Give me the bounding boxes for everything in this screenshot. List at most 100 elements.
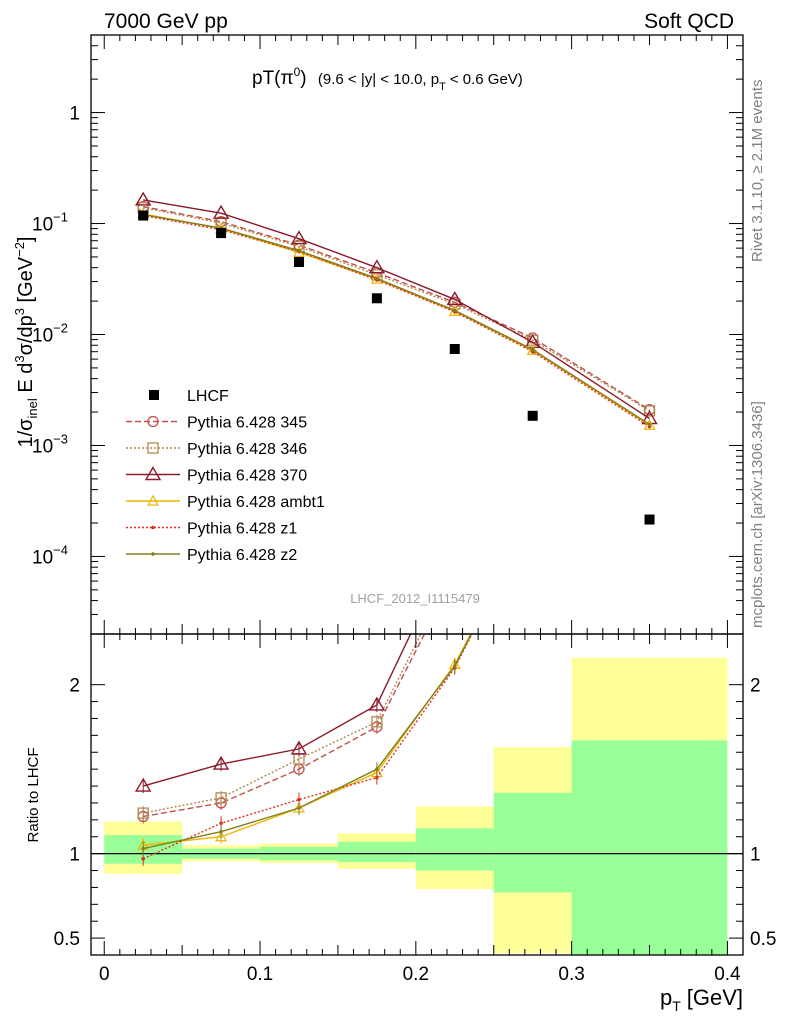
lhcf-point-2 xyxy=(293,257,304,268)
rivet-label: Rivet 3.1.10, ≥ 2.1M events xyxy=(749,80,766,263)
ratio-point-1-3 xyxy=(371,716,383,728)
series-1-point-6 xyxy=(643,405,656,417)
legend-marker-5 xyxy=(151,552,155,556)
lhcf-point-6 xyxy=(644,514,655,525)
legend-label-0: Pythia 6.428 345 xyxy=(187,415,307,432)
x-ticks: 0 0.1 0.2 0.3 0.4 xyxy=(99,634,741,985)
green-band-6 xyxy=(571,740,728,955)
legend-entry-lhcf: LHCF xyxy=(149,388,229,405)
series-2-point-4 xyxy=(446,291,463,306)
lhcf-point-0 xyxy=(138,210,149,221)
green-band-5 xyxy=(493,792,572,893)
ratio-line-5 xyxy=(143,634,473,850)
ratio-y-label-right-0: 0.5 xyxy=(750,929,776,950)
legend-marker-2 xyxy=(144,466,162,481)
ratio-point-5-0 xyxy=(141,846,145,851)
header-left: 7000 GeV pp xyxy=(104,10,228,33)
series-3-point-6 xyxy=(643,419,656,430)
series-5-point-5 xyxy=(530,347,535,352)
main-y-ticks: 1 10−1 10−2 10−3 10−4 xyxy=(32,34,743,635)
green-band-3 xyxy=(337,841,416,863)
series-3-point-5 xyxy=(526,344,539,355)
header-right: Soft QCD xyxy=(644,10,734,33)
main-ylabel: 1/σinel E d3σ/dp3 [GeV−2] xyxy=(12,236,40,447)
legend-label-2: Pythia 6.428 370 xyxy=(187,468,307,485)
series-5-point-4 xyxy=(452,308,457,313)
legend-marker-4 xyxy=(151,525,155,530)
title-tail: < 0.6 GeV) xyxy=(450,71,523,88)
legend-entry-4: Pythia 6.428 z1 xyxy=(126,521,297,538)
legend-entry-2: Pythia 6.428 370 xyxy=(126,466,307,485)
xlabel-main: p xyxy=(660,985,672,1010)
y-tick-label-3: 10−3 xyxy=(32,431,68,457)
series-1 xyxy=(137,202,656,417)
main-frame xyxy=(90,34,744,635)
ratio-bands xyxy=(104,657,728,955)
ratio-line-0 xyxy=(143,634,426,818)
ratio-y-ticks: 0.5 0.5 1 1 2 2 xyxy=(54,676,777,950)
legend-label-5: Pythia 6.428 z2 xyxy=(187,547,297,564)
ratio-line-1 xyxy=(143,634,422,814)
x-tick-label-3: 0.3 xyxy=(558,964,584,985)
legend-marker-1 xyxy=(147,442,159,454)
ratio-series xyxy=(134,634,473,866)
y-tick-label-0: 1 xyxy=(69,104,80,125)
ratio-point-4-2 xyxy=(297,797,301,802)
legend-entry-5: Pythia 6.428 z2 xyxy=(126,547,297,564)
ratio-point-4-0 xyxy=(141,856,145,861)
plot-title: pT(π0) (9.6 < |y| < 10.0, pT < 0.6 GeV) xyxy=(252,65,523,93)
ratio-point-4-3 xyxy=(375,775,379,780)
ratio-point-3-1 xyxy=(215,830,228,842)
x-tick-label-2: 0.2 xyxy=(403,964,429,985)
mcplots-label: mcplots.cern.ch [arXiv:1306.3436] xyxy=(749,401,766,628)
ratio-point-2-0 xyxy=(134,777,152,792)
x-axis-label: pT [GeV] xyxy=(660,985,743,1014)
y-tick-label-2: 10−2 xyxy=(32,321,68,347)
ratio-plot: 0 0.1 0.2 0.3 0.4 0.5 0.5 1 1 2 2 xyxy=(54,633,777,985)
ratio-point-1-1 xyxy=(215,792,227,804)
ratio-y-label-2: 2 xyxy=(69,676,80,697)
lhcf-point-4 xyxy=(449,344,460,355)
watermark: LHCF_2012_I1115479 xyxy=(350,591,480,606)
series-2-point-0 xyxy=(134,191,152,206)
xlabel-sub: T xyxy=(672,998,681,1014)
xlabel-unit: [GeV] xyxy=(687,985,743,1010)
series-2-point-5 xyxy=(524,333,541,349)
ratio-y-label-right-1: 1 xyxy=(750,845,761,866)
ratio-point-2-2 xyxy=(290,740,308,755)
ratio-point-1-0 xyxy=(137,807,149,819)
y-tick-label-1: 10−1 xyxy=(32,210,68,236)
ratio-line-3 xyxy=(143,634,472,846)
legend-label-3: Pythia 6.428 ambt1 xyxy=(187,494,325,511)
series-5-point-2 xyxy=(297,248,301,253)
legend-label-4: Pythia 6.428 z1 xyxy=(187,521,297,538)
series-line-2 xyxy=(143,199,650,420)
y-tick-label-4: 10−4 xyxy=(32,542,68,568)
x-tick-label-1: 0.1 xyxy=(247,964,273,985)
legend: LHCF Pythia 6.428 345 Pythia 6.428 346 Pyth… xyxy=(126,388,325,564)
series-2-point-1 xyxy=(212,204,230,219)
legend-entry-0: Pythia 6.428 345 xyxy=(126,415,307,432)
series-5-point-6 xyxy=(647,422,652,427)
green-band-4 xyxy=(415,828,494,871)
ratio-y-label-0: 0.5 xyxy=(54,929,80,950)
title-close: ) xyxy=(300,68,306,89)
x-tick-label-4: 0.4 xyxy=(714,964,741,985)
x-tick-label-0: 0 xyxy=(99,964,110,985)
series-2-point-3 xyxy=(368,259,386,274)
title-main: pT(π xyxy=(252,68,294,89)
lhcf-point-5 xyxy=(527,410,538,421)
ratio-ylabel: Ratio to LHCF xyxy=(25,747,42,842)
title-sup: 0 xyxy=(294,65,301,79)
ratio-point-2-1 xyxy=(212,755,230,770)
legend-lhcf-marker xyxy=(149,390,159,400)
legend-marker-3 xyxy=(146,494,160,506)
ratio-point-2-3 xyxy=(368,696,386,711)
ratio-y-label-right-2: 2 xyxy=(750,676,761,697)
ratio-point-5-2 xyxy=(297,806,301,810)
series-2-point-2 xyxy=(290,230,308,245)
ratio-point-5-1 xyxy=(219,829,223,834)
lhcf-data xyxy=(138,210,655,525)
series-5-point-3 xyxy=(375,276,379,281)
